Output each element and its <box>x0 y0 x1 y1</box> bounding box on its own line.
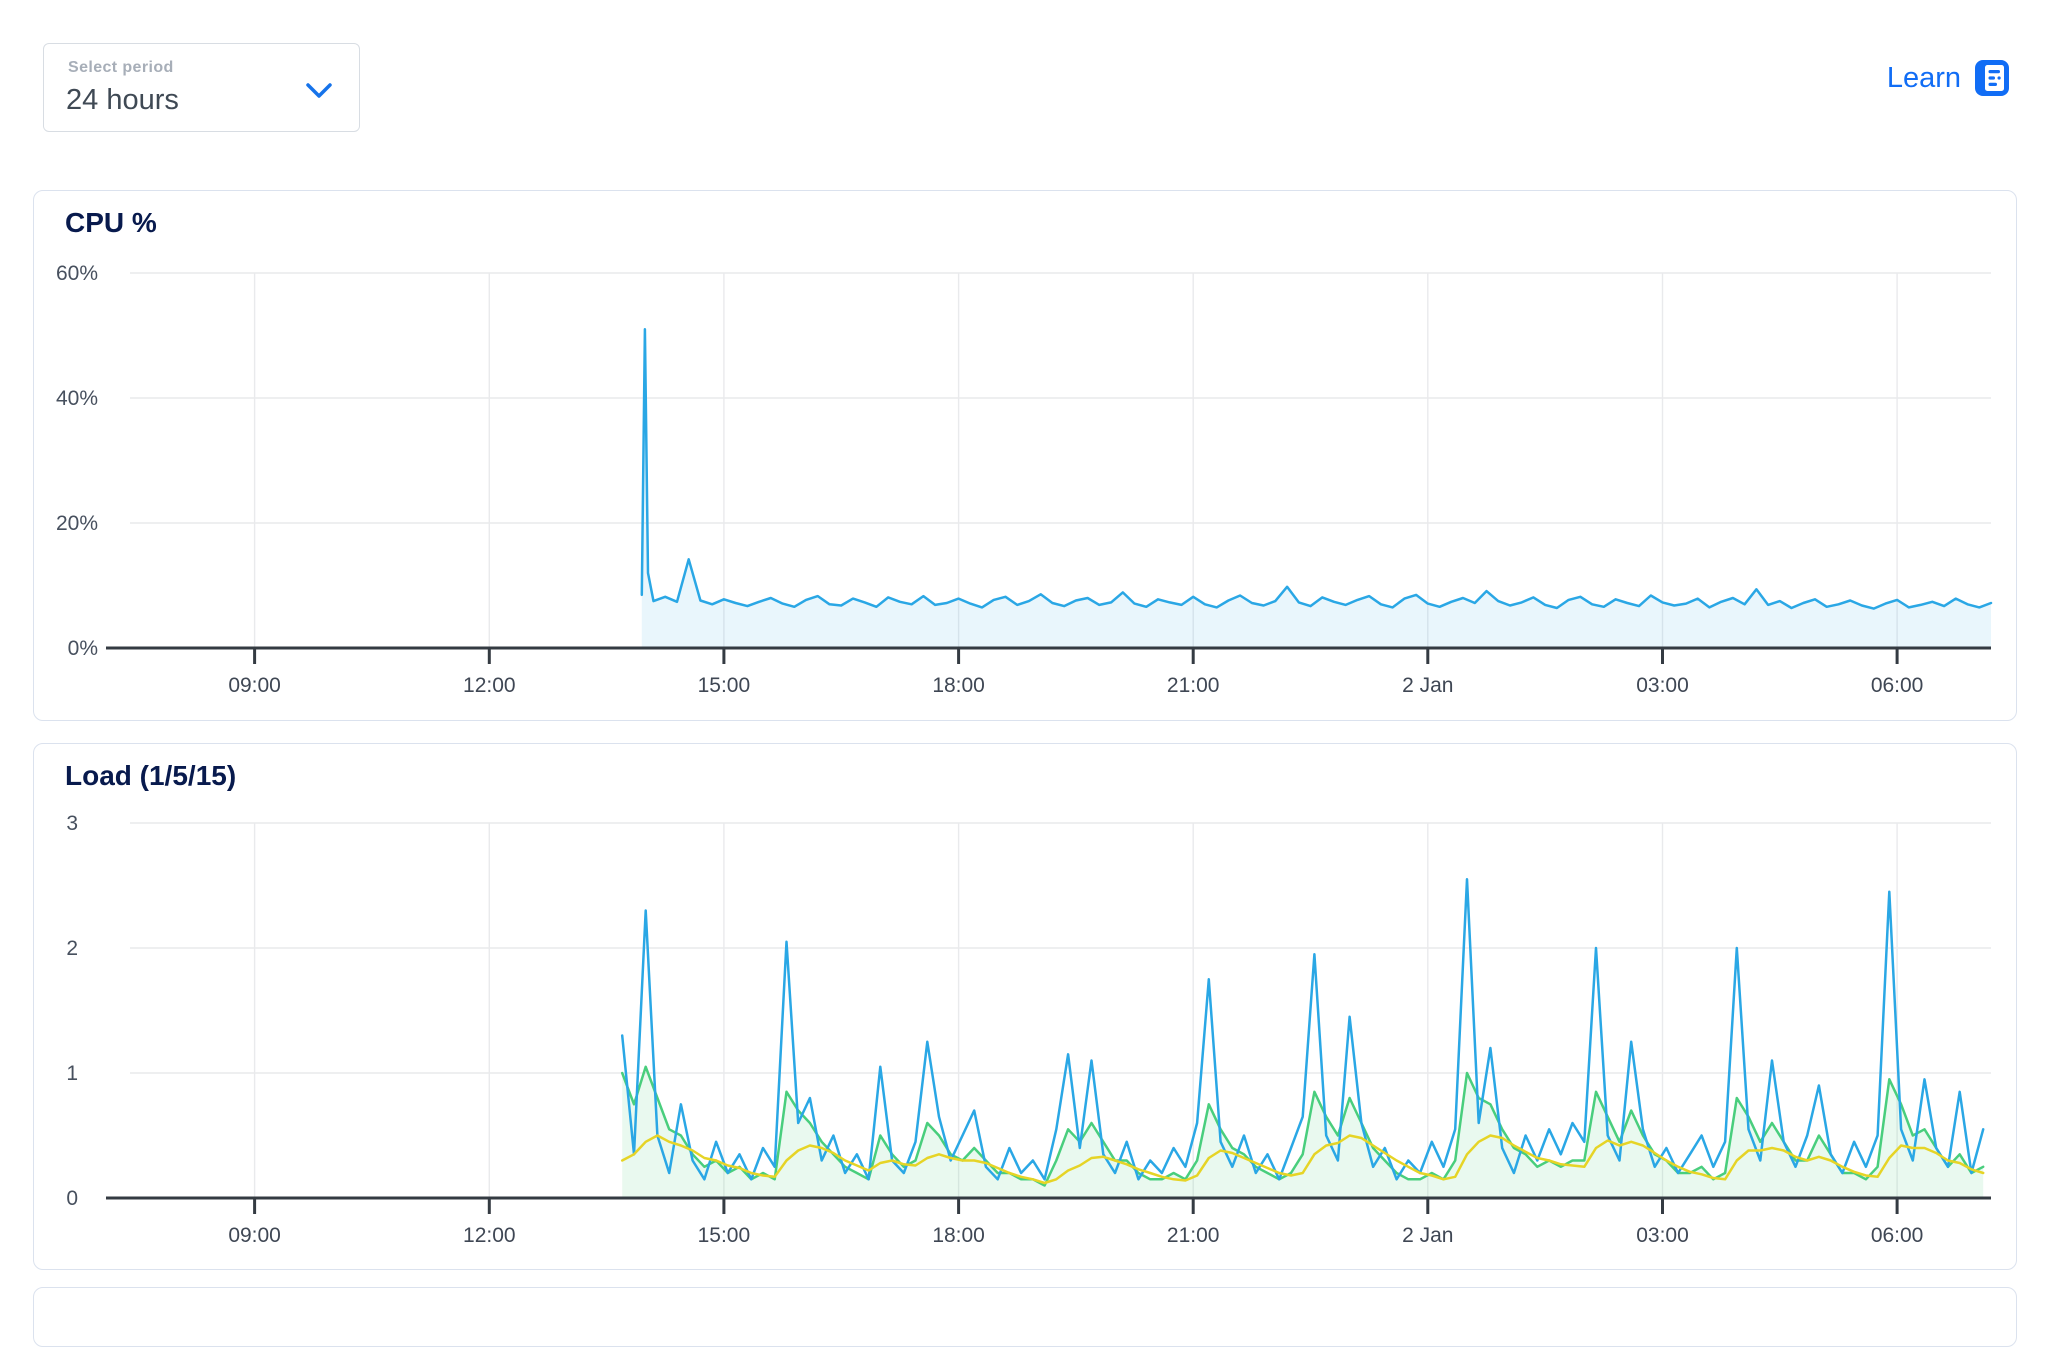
svg-text:21:00: 21:00 <box>1167 1224 1220 1247</box>
period-selector-label: Select period <box>68 59 174 76</box>
period-selector-value: 24 hours <box>66 84 179 116</box>
monitoring-page: { "period_selector": { "label": "Select … <box>33 43 2017 1347</box>
svg-text:15:00: 15:00 <box>698 1224 751 1247</box>
load-chart-canvas: 09:00 12:00 15:00 18:00 21:00 2 Jan 03:00 06:00… <box>66 812 1991 1247</box>
svg-text:03:00: 03:00 <box>1636 674 1689 697</box>
svg-text:12:00: 12:00 <box>463 1224 516 1247</box>
svg-text:09:00: 09:00 <box>228 1224 281 1247</box>
cpu-chart-title: CPU % <box>65 207 157 238</box>
svg-text:12:00: 12:00 <box>463 674 516 697</box>
svg-text:18:00: 18:00 <box>932 1224 985 1247</box>
next-panel-cropped <box>33 1287 2017 1347</box>
svg-text:0%: 0% <box>68 637 98 660</box>
svg-text:21:00: 21:00 <box>1167 674 1220 697</box>
svg-text:60%: 60% <box>56 262 98 285</box>
svg-text:06:00: 06:00 <box>1871 674 1924 697</box>
chevron-down-icon <box>306 83 332 98</box>
load-chart-title: Load (1/5/15) <box>65 760 237 791</box>
svg-text:2: 2 <box>66 937 78 960</box>
learn-label: Learn <box>1886 61 1961 94</box>
svg-text:18:00: 18:00 <box>932 674 985 697</box>
cpu-panel: CPU % 09:00 12:00 15:00 18:00 21:00 2 Jan 03:0… <box>33 190 2017 721</box>
svg-text:03:00: 03:00 <box>1636 1224 1689 1247</box>
learn-link[interactable]: Learn <box>1887 57 2010 99</box>
period-selector[interactable]: Select period 24 hours <box>43 43 360 132</box>
svg-text:2 Jan: 2 Jan <box>1402 1224 1453 1247</box>
svg-text:40%: 40% <box>56 387 98 410</box>
svg-text:2 Jan: 2 Jan <box>1402 674 1453 697</box>
docs-icon <box>1975 60 2009 96</box>
cpu-chart-canvas: 09:00 12:00 15:00 18:00 21:00 2 Jan 03:00 06:00… <box>56 262 1993 697</box>
svg-text:06:00: 06:00 <box>1871 1224 1924 1247</box>
svg-text:1: 1 <box>66 1062 78 1085</box>
svg-text:15:00: 15:00 <box>698 674 751 697</box>
svg-text:20%: 20% <box>56 512 98 535</box>
load-panel: Load (1/5/15) 09:00 12:00 15:00 18:00 21:00 2… <box>33 743 2017 1270</box>
svg-text:09:00: 09:00 <box>228 674 281 697</box>
svg-text:0: 0 <box>66 1187 78 1210</box>
svg-text:3: 3 <box>66 812 78 835</box>
